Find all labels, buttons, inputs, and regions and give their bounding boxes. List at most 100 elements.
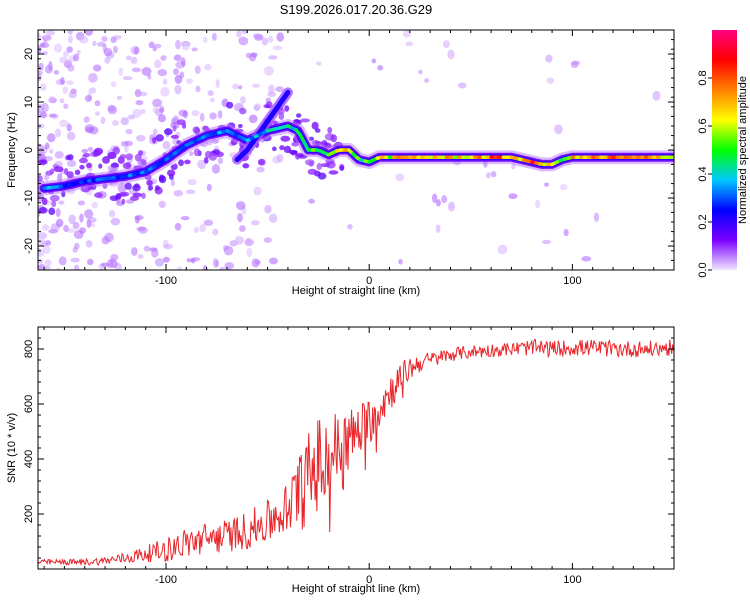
spectrogram-noise-cell [131,67,141,73]
spectrogram-noise-cell [162,140,171,150]
spectrogram-y-axis-title: Frequency (Hz) [6,112,18,188]
spectrogram-noise-cell [157,69,168,77]
spectrogram-noise-cell [236,30,242,38]
spectrogram-noise-cell [131,247,138,256]
spectrogram-noise-cell [157,114,166,123]
colorbar-tick-label: 0.4 [697,166,709,181]
spectrogram-noise-cell [66,171,74,179]
spectrogram-noise-cell [102,156,110,164]
spectrogram-noise-cell [152,128,158,135]
spectrogram-noise-cell [93,64,102,72]
spectrogram-noise-cell [237,123,243,129]
spectrogram-noise-cell [90,223,96,228]
spectrogram-noise-cell [160,86,170,97]
spectrogram-noise-cell [190,258,196,264]
spectrogram-noise-cell [235,201,246,210]
spectrogram-noise-cell [275,86,284,93]
spectrogram-noise-cell [202,36,208,44]
spectrogram-noise-cell [191,47,198,52]
spectrogram-noise-cell [197,159,206,170]
spectrogram-noise-cell [79,227,86,234]
spectrogram-noise-cell [122,76,133,81]
snr-x-tick-label: -100 [155,574,177,586]
spectrogram-noise-cell [78,157,88,164]
spectrogram-noise-cell [94,100,101,107]
spectrogram-noise-cell [66,123,72,132]
spectrogram-noise-cell [148,41,155,49]
spectrogram-noise-cell [84,123,95,133]
spectrogram-noise-cell [267,91,277,98]
spectrogram-noise-cell [38,232,48,240]
spectrogram-noise-cell [130,56,138,65]
spectrogram-noise-cell [162,78,168,85]
spectrogram-noise-cell [54,128,62,138]
spectrogram-noise-cell [98,163,103,169]
spectrogram-noise-cell [554,124,563,135]
spectrogram-noise-cell [402,30,412,38]
spectrogram-noise-cell [170,134,180,139]
spectrogram-noise-cell [172,124,177,132]
spectrogram-noise-cell [66,80,74,86]
snr-x-tick-label: 0 [366,574,372,586]
spectrogram-noise-cell [307,168,318,175]
spectrogram-noise-cell [652,90,661,101]
spectrogram-noise-cell [300,118,310,123]
spectrogram-noise-cell [248,114,258,124]
spectrogram-noise-cell [457,82,467,89]
spectrogram-noise-cell [121,198,126,205]
spectrogram-noise-cell [563,228,569,237]
spectrogram-noise-cell [120,191,130,197]
spectrogram-noise-cell [45,240,52,246]
spectrogram-noise-cell [237,212,243,223]
spectrogram-noise-cell [53,43,63,53]
spectrogram-noise-cell [135,134,146,142]
spectrogram-noise-cell [435,224,441,234]
spectrogram-noise-cell [187,178,197,186]
spectrogram-noise-cell [242,163,250,169]
spectrogram-noise-cell [195,85,201,93]
spectrogram-noise-cell [107,105,118,115]
spectrogram-noise-cell [170,178,175,187]
spectrogram-noise-cell [134,214,144,221]
spectrogram-noise-cell [84,95,93,103]
spectrogram-noise-cell [119,154,127,159]
colorbar-tick-label: 0.0 [697,262,709,277]
spectrogram-noise-cell [508,193,518,200]
spectrogram-noise-cell [311,121,319,130]
snr-axes: -100 0 100 200 400 600 800 [23,326,675,586]
spectrogram-noise-cell [541,239,551,245]
spectrogram-noise-cell [186,258,192,263]
spectrogram-noise-cell [48,113,58,118]
spectrogram-noise-cell [497,244,508,255]
spectrogram-noise-cell [124,182,132,190]
spectrogram-noise-cell [40,42,50,49]
spectrogram-noise-cell [77,200,86,206]
spectrogram-noise-cell [219,266,226,270]
spectrogram-noise-cell [100,116,106,125]
spectrogram-noise-cell [58,256,67,266]
spectrogram-noise-cell [203,219,214,226]
spectrogram-noise-cell [111,119,119,127]
spectrogram-noise-cell [253,186,262,196]
spectrogram-noise-cell [49,148,54,154]
spectrogram-noise-cell [79,164,85,170]
spectrogram-noise-cell [38,49,41,55]
spectrogram-noise-cell [256,166,265,173]
spectrogram-noise-cell [223,245,234,256]
spectrogram-noise-cell [48,95,55,103]
spectrogram-noise-cell [107,151,117,160]
spectrogram-noise-cell [206,183,212,192]
spectrogram-noise-cell [295,153,300,160]
spectrogram-noise-cell [251,52,258,58]
spectrogram-noise-cell [113,45,118,54]
spectrogram-noise-cell [180,216,190,221]
spectrogram-noise-cell [94,192,103,199]
spectrogram-noise-cell [263,104,271,109]
spectrogram-noise-cell [84,30,94,36]
spectrogram-noise-cell [263,237,272,244]
spectrogram-noise-cell [276,153,284,163]
spectrogram-noise-cell [485,172,491,179]
snr-x-axis-title: Height of straight line (km) [292,583,420,595]
spectrogram-noise-cell [41,102,49,113]
